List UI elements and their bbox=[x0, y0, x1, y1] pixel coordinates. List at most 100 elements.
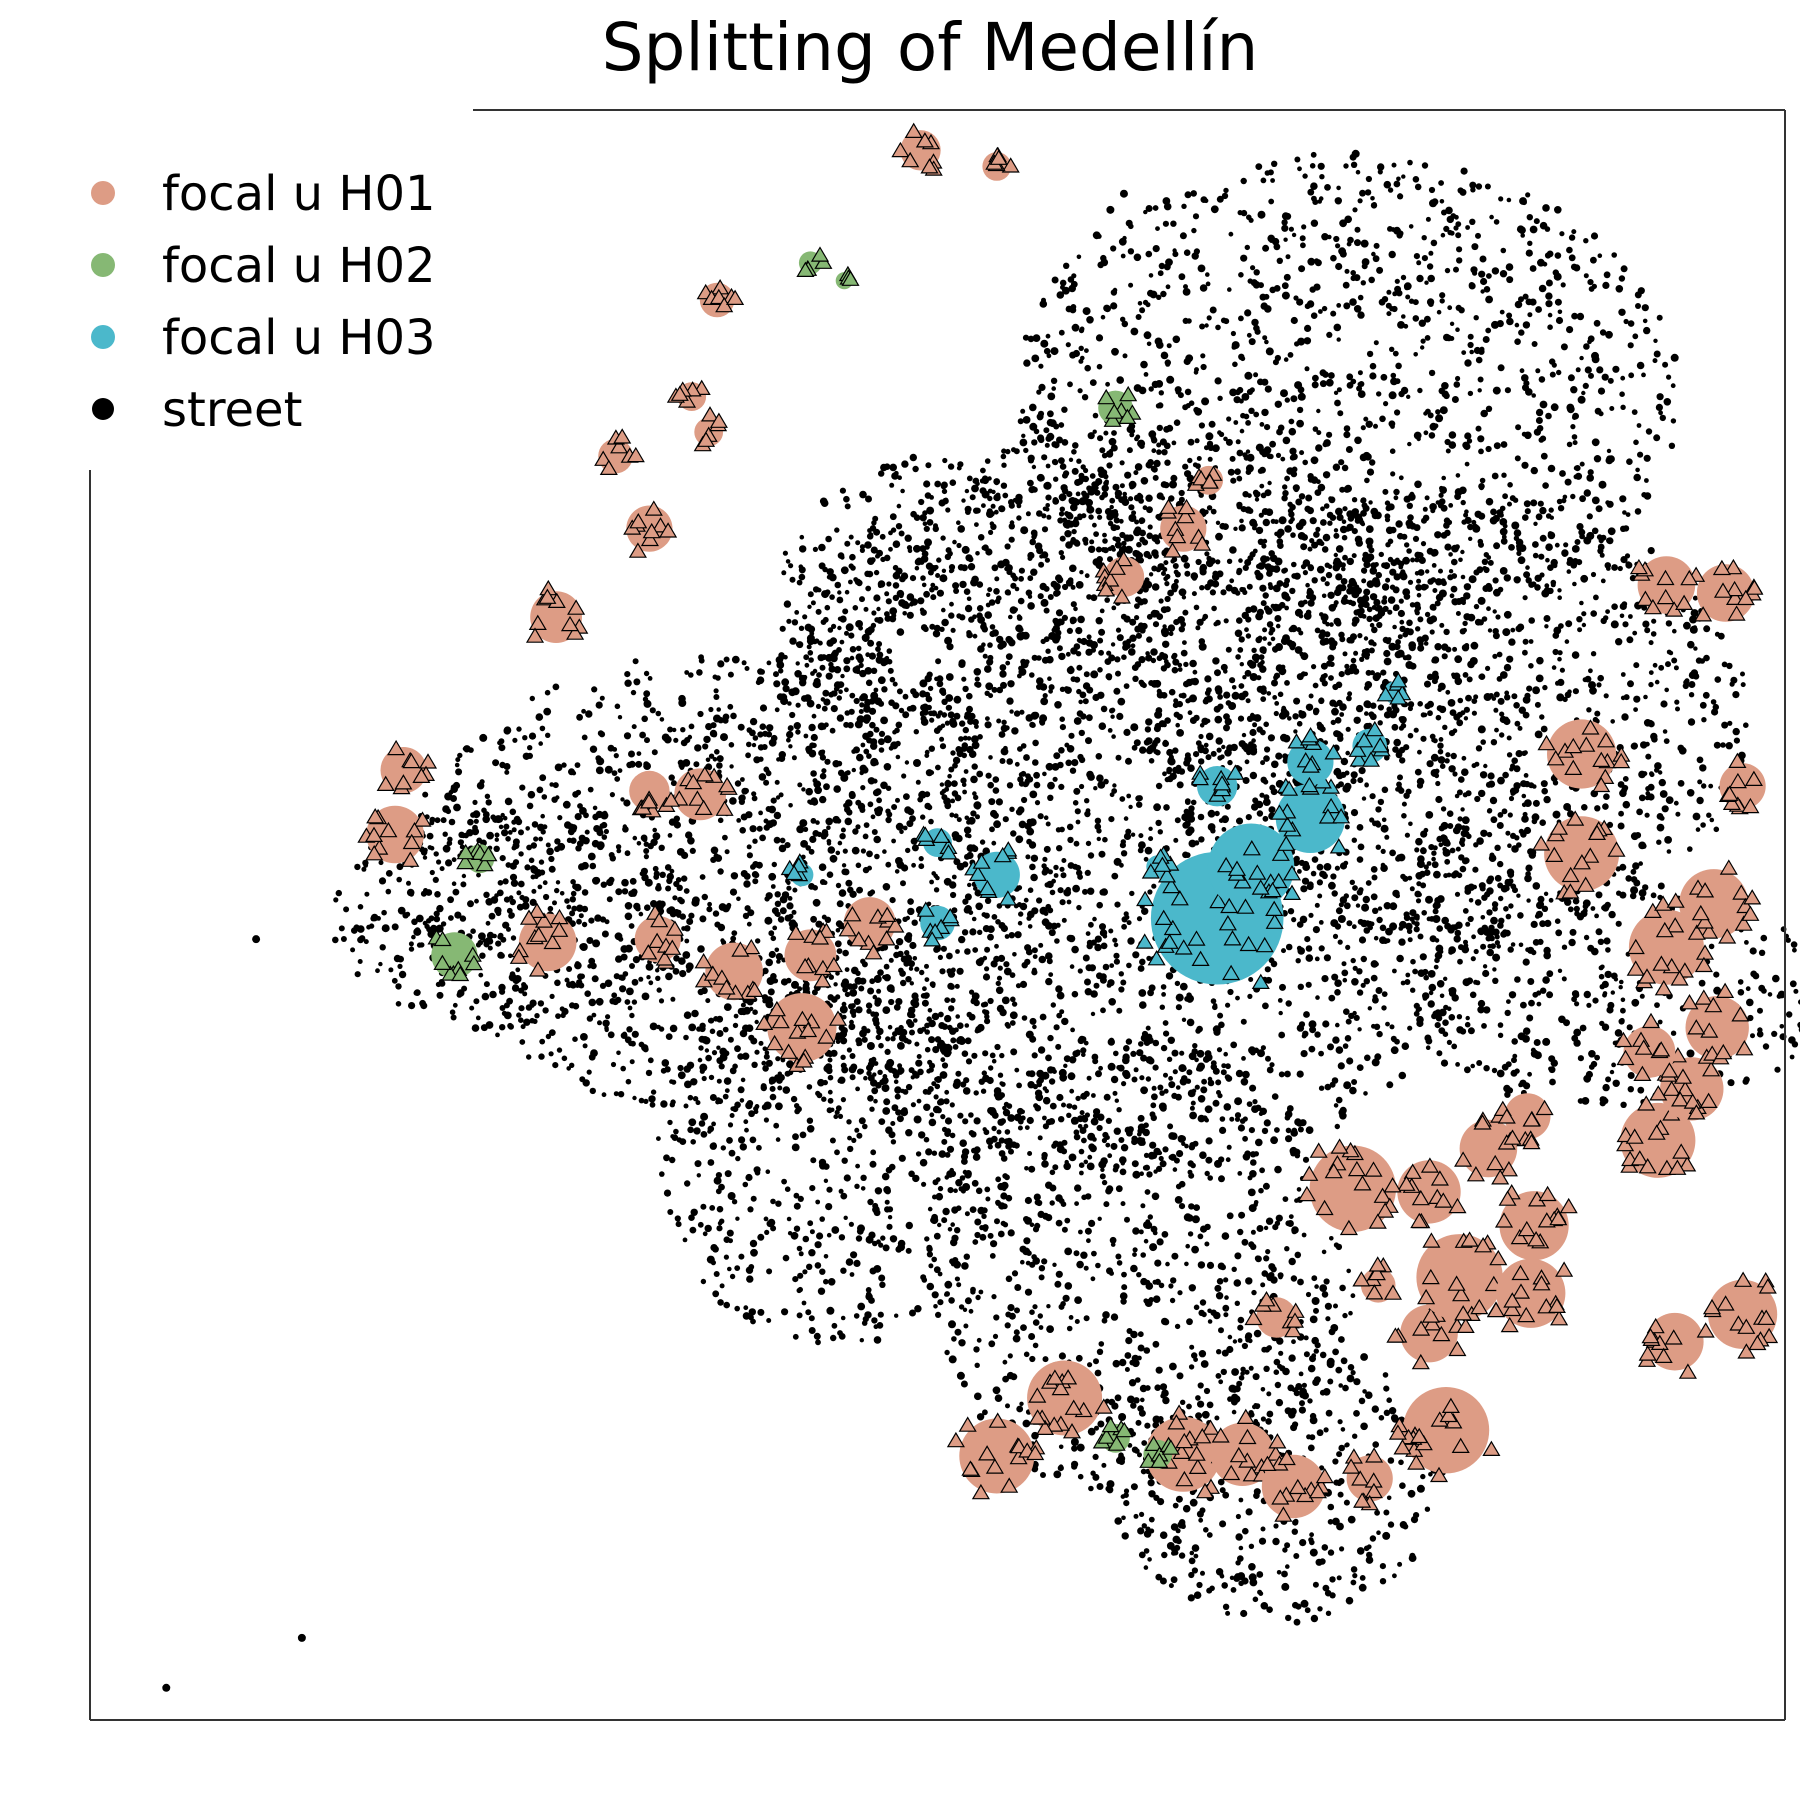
street-point bbox=[1060, 554, 1066, 561]
street-point bbox=[1418, 319, 1427, 327]
street-point bbox=[1037, 593, 1044, 600]
street-point bbox=[1656, 314, 1663, 321]
street-point bbox=[1250, 743, 1257, 750]
street-point bbox=[1333, 323, 1342, 332]
street-point bbox=[1309, 1026, 1317, 1034]
street-point bbox=[1055, 985, 1063, 993]
street-point bbox=[1301, 877, 1310, 885]
street-point bbox=[797, 986, 803, 992]
street-point bbox=[1287, 908, 1295, 915]
street-point bbox=[1596, 682, 1602, 688]
street-point bbox=[1318, 697, 1325, 703]
street-point bbox=[1229, 578, 1235, 584]
street-point bbox=[778, 751, 786, 759]
street-point bbox=[1166, 375, 1175, 384]
street-point bbox=[982, 1050, 989, 1057]
street-point bbox=[1098, 850, 1106, 858]
street-point bbox=[1547, 312, 1553, 318]
street-point bbox=[1295, 522, 1304, 531]
street-point bbox=[1194, 840, 1200, 846]
street-point bbox=[1191, 227, 1197, 234]
street-point bbox=[1641, 304, 1649, 312]
street-point bbox=[1084, 869, 1091, 877]
street-point bbox=[1445, 206, 1453, 215]
street-point bbox=[910, 598, 918, 606]
street-point bbox=[1262, 1002, 1269, 1010]
street-point bbox=[1347, 691, 1353, 697]
street-point bbox=[1513, 702, 1520, 709]
street-point bbox=[1341, 519, 1347, 524]
street-point bbox=[1417, 387, 1423, 394]
street-point bbox=[1333, 730, 1341, 738]
street-point bbox=[1230, 1041, 1238, 1049]
street-point bbox=[1414, 608, 1419, 614]
street-point bbox=[1495, 614, 1501, 620]
street-point bbox=[1284, 680, 1290, 686]
street-point bbox=[1675, 706, 1680, 712]
street-point bbox=[1383, 401, 1389, 407]
street-point bbox=[1631, 742, 1638, 750]
street-point bbox=[1532, 552, 1539, 559]
street-point bbox=[1390, 424, 1395, 429]
street-point bbox=[1636, 423, 1642, 428]
street-point bbox=[1134, 463, 1143, 471]
street-point bbox=[1469, 349, 1474, 355]
street-point bbox=[1343, 431, 1351, 439]
street-point bbox=[1135, 795, 1142, 802]
street-point bbox=[972, 947, 979, 953]
street-point bbox=[1390, 1035, 1397, 1042]
street-point bbox=[1083, 1040, 1089, 1046]
street-point bbox=[1213, 446, 1219, 451]
street-point bbox=[1160, 606, 1168, 614]
street-point bbox=[1322, 441, 1328, 448]
street-point bbox=[1369, 459, 1376, 466]
street-point bbox=[1502, 628, 1511, 637]
street-point bbox=[842, 868, 850, 876]
street-point bbox=[1425, 895, 1433, 904]
street-point bbox=[977, 534, 985, 541]
street-point bbox=[1390, 372, 1397, 379]
street-point bbox=[1417, 644, 1425, 652]
street-point bbox=[1519, 368, 1525, 374]
street-point bbox=[1572, 581, 1577, 587]
street-point bbox=[1389, 448, 1396, 455]
street-point bbox=[1482, 336, 1490, 343]
street-point bbox=[1056, 436, 1063, 444]
street-point bbox=[1053, 1024, 1060, 1031]
street-point bbox=[1670, 353, 1679, 362]
street-point bbox=[962, 685, 969, 693]
street-point bbox=[1357, 777, 1364, 784]
street-point bbox=[1350, 270, 1356, 276]
street-point bbox=[1271, 160, 1278, 167]
street-point bbox=[1227, 988, 1234, 996]
street-point bbox=[1733, 737, 1740, 744]
street-point bbox=[1098, 722, 1107, 730]
street-point bbox=[823, 698, 831, 706]
street-point bbox=[1513, 782, 1521, 790]
street-point bbox=[1427, 578, 1434, 585]
street-point bbox=[1193, 714, 1200, 722]
street-point bbox=[1514, 455, 1521, 462]
street-point bbox=[1440, 821, 1449, 830]
street-point bbox=[1708, 783, 1714, 789]
street-point bbox=[1075, 627, 1083, 635]
street-point bbox=[1435, 795, 1443, 804]
street-point bbox=[1586, 531, 1595, 540]
street-point bbox=[1211, 605, 1217, 612]
street-point bbox=[1125, 219, 1133, 227]
street-point bbox=[1374, 961, 1379, 967]
street-point bbox=[1603, 693, 1609, 699]
street-point bbox=[1114, 1098, 1120, 1103]
street-point bbox=[1244, 244, 1251, 251]
street-point bbox=[1191, 575, 1198, 581]
street-point bbox=[1506, 276, 1514, 284]
street-point bbox=[1281, 282, 1289, 290]
street-point bbox=[1508, 795, 1515, 802]
street-point bbox=[1275, 604, 1283, 612]
street-point bbox=[1346, 523, 1354, 531]
street-point bbox=[1122, 353, 1128, 359]
street-point bbox=[1699, 701, 1707, 709]
street-point bbox=[1204, 1105, 1213, 1114]
street-point bbox=[1274, 1127, 1280, 1133]
street-point bbox=[1346, 557, 1355, 566]
